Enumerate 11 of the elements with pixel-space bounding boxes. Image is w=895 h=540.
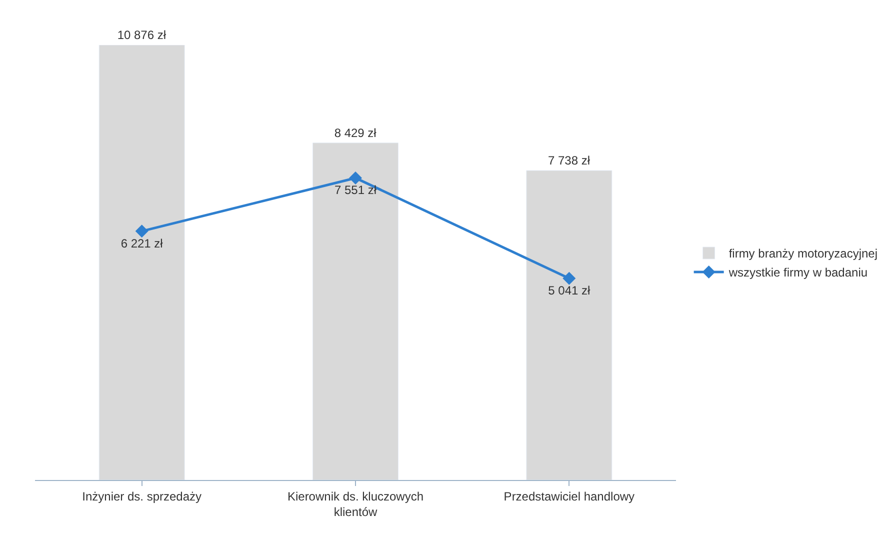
legend-label: wszystkie firmy w badaniu — [728, 266, 868, 280]
data-label: 8 429 zł — [334, 126, 377, 140]
data-label: 6 221 zł — [120, 236, 164, 250]
data-label: 10 876 zł — [117, 28, 166, 42]
x-tick-label: Kierownik ds. kluczowych klientów — [287, 489, 424, 519]
legend-label: firmy branży motoryzacyjnej — [728, 246, 878, 261]
data-label: 7 551 zł — [334, 183, 377, 198]
x-tick-label: Inżynier ds. sprzedaży — [82, 489, 202, 504]
data-label: 5 041 zł — [548, 284, 591, 298]
data-label: 7 738 zł — [548, 154, 590, 168]
x-tick-label: Przedstawiciel handlowy — [504, 489, 635, 504]
